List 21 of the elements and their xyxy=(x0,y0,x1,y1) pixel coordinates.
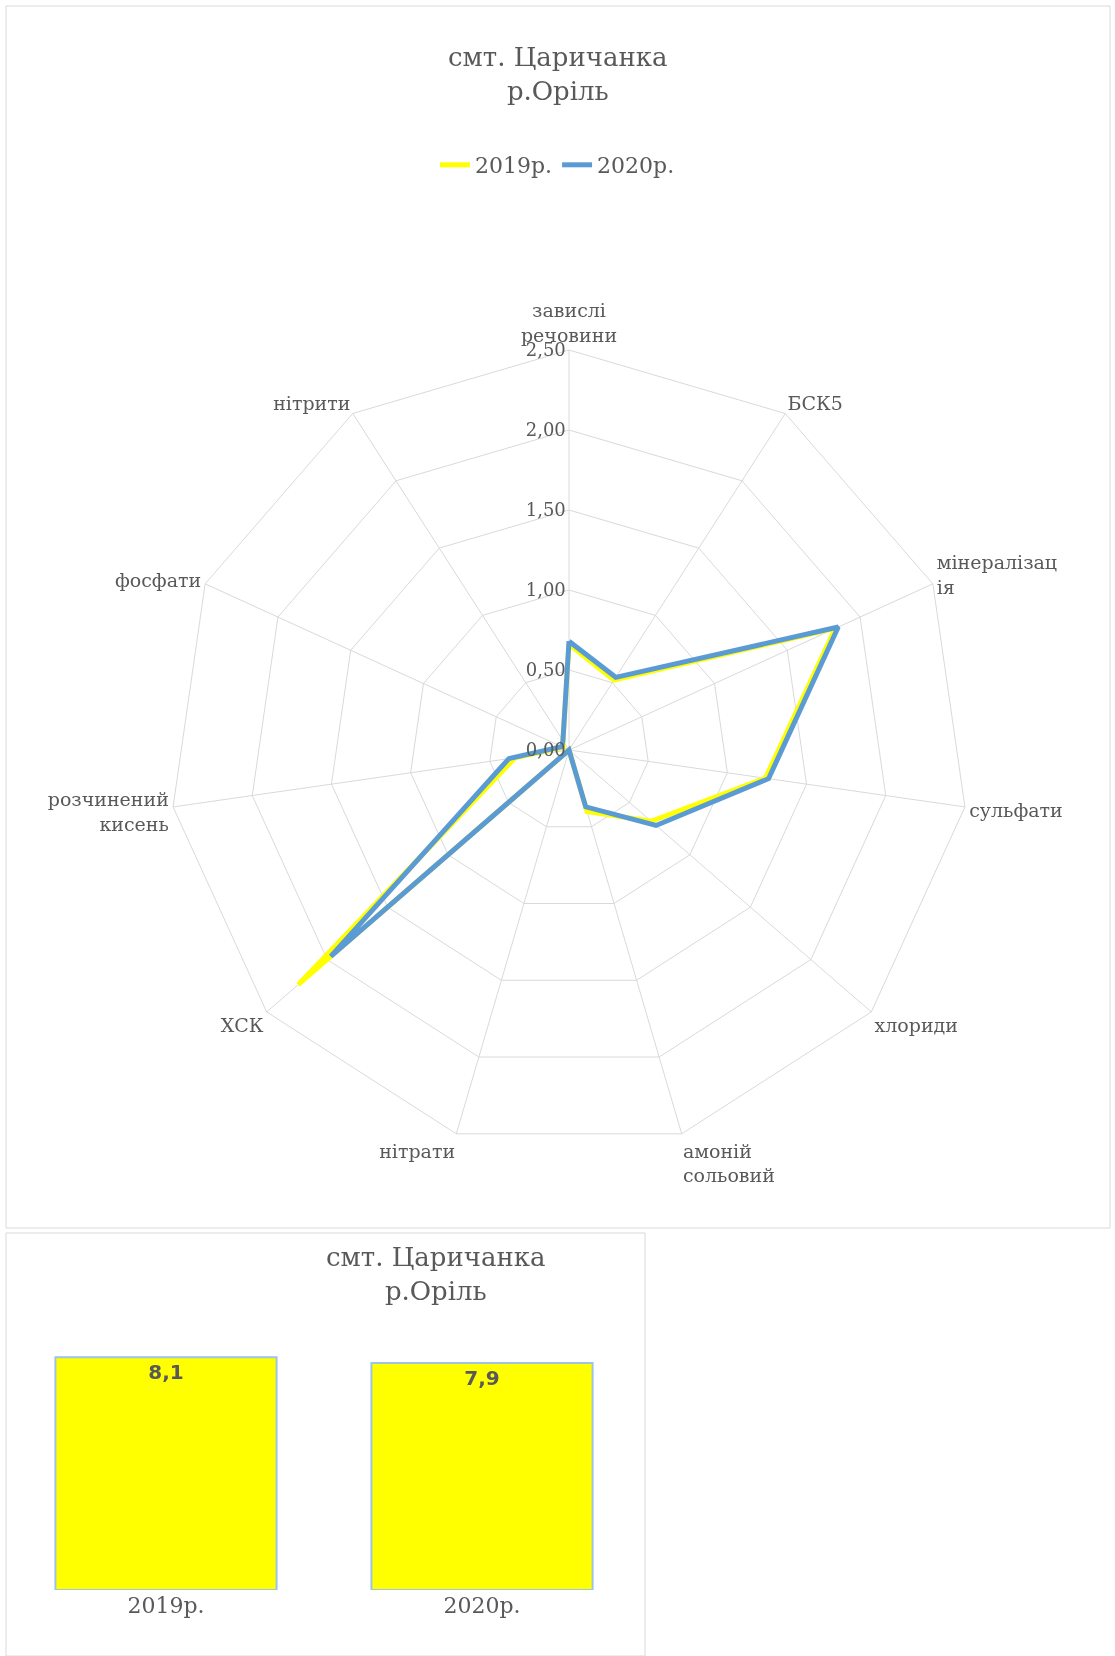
spoke-label: сульфати xyxy=(969,798,1063,821)
spoke-label: мінералізац ія xyxy=(936,551,1058,598)
chart-title: смт. Царичанка р.Оріль xyxy=(326,1242,546,1306)
legend-label: 2020р. xyxy=(597,153,675,179)
spoke-label: амоній сольовий xyxy=(682,1139,775,1187)
y-tick-label: 0,00 xyxy=(525,738,566,760)
spoke-label: нітрати xyxy=(379,1140,456,1163)
spoke-label: розчинений кисень xyxy=(47,788,169,835)
spoke-label: БСК5 xyxy=(787,392,843,415)
chart-title: смт. Царичанка р.Оріль xyxy=(448,42,668,106)
data-label: 8,1 xyxy=(148,1360,184,1385)
legend-label: 2019р. xyxy=(475,153,553,179)
data-label: 7,9 xyxy=(464,1366,500,1390)
spoke-label: ХСК xyxy=(220,1014,264,1037)
y-tick-label: 0,50 xyxy=(525,658,566,680)
y-tick-label: 1,00 xyxy=(525,578,566,600)
y-tick-label: 1,50 xyxy=(525,498,566,520)
spoke-label: нітрити xyxy=(273,392,351,415)
y-tick-label: 2,00 xyxy=(525,418,566,440)
spoke-label: фосфати xyxy=(114,568,202,591)
spoke-label: хлориди xyxy=(874,1014,958,1037)
